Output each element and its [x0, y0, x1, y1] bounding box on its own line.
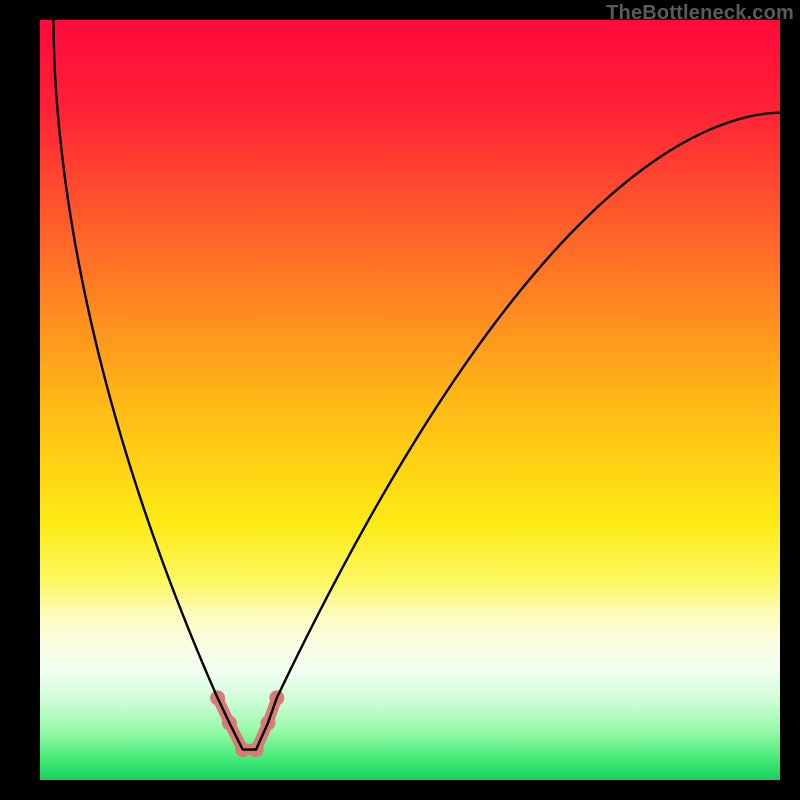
watermark-text: TheBottleneck.com: [606, 2, 794, 25]
gradient-background: [40, 20, 780, 780]
bottleneck-chart: [0, 0, 800, 800]
